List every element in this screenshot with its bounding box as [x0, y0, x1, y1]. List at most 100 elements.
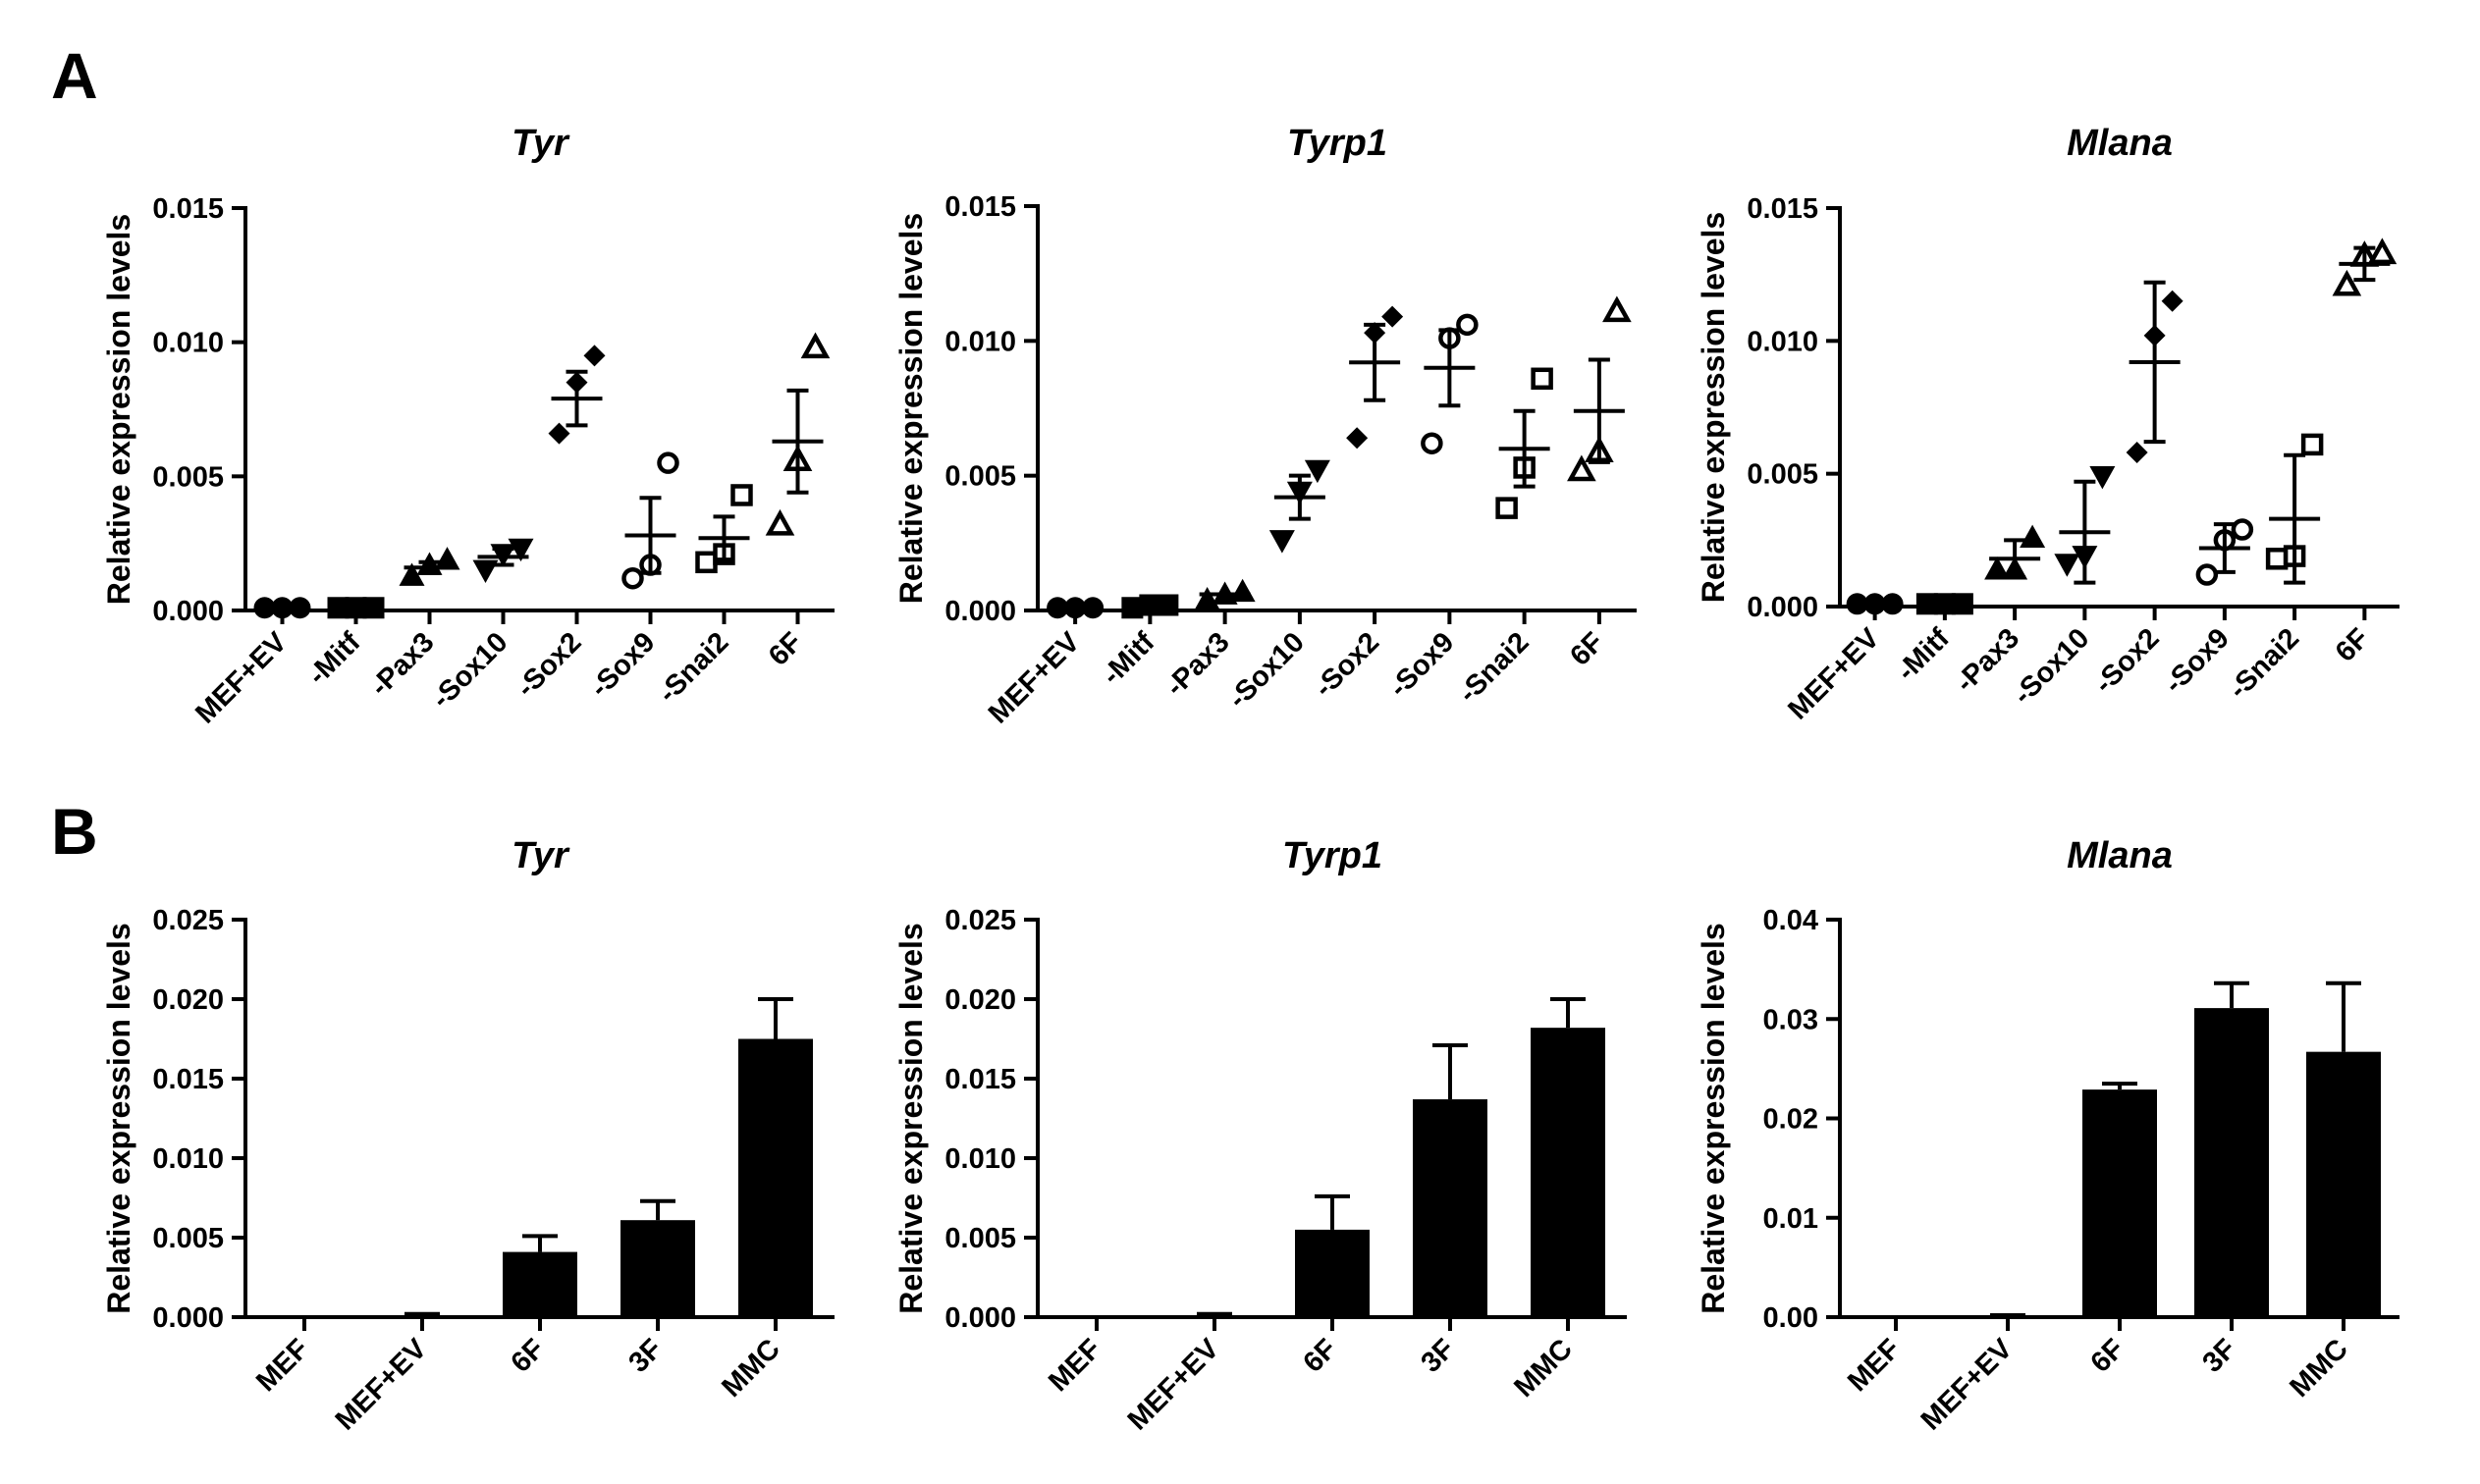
x-tick-label: 3F	[1415, 1333, 1461, 1379]
data-point	[1421, 432, 1443, 454]
x-tick-label: -Snai2	[2223, 622, 2305, 705]
x-tick-label: -Snai2	[652, 626, 734, 709]
data-point	[2300, 433, 2324, 456]
data-point	[2195, 563, 2219, 586]
data-point	[1567, 454, 1596, 482]
x-tick-label: -Mitf	[302, 626, 367, 691]
x-tick-label: -Sox2	[2088, 622, 2165, 699]
data-point	[1602, 295, 1632, 323]
x-tick-label: MEF	[1842, 1333, 1907, 1398]
y-tick-label: 0.015	[152, 193, 224, 225]
y-axis-label: Relative expression levels	[893, 923, 929, 1313]
y-tick-label: 0.04	[1763, 905, 1818, 936]
bar	[1295, 1229, 1370, 1317]
bar	[2194, 1008, 2269, 1317]
bar	[1059, 1315, 1134, 1317]
x-tick-label: 6F	[2084, 1333, 2130, 1379]
x-tick-label: -Sox10	[2007, 622, 2095, 711]
bar	[1413, 1099, 1487, 1317]
chart-b-tyr: Tyr Relative expression levels 0.000 0.005 0…	[101, 835, 835, 1437]
y-tick-label: 0.015	[1747, 193, 1818, 225]
y-tick-label: 0.010	[152, 1143, 224, 1175]
data-point	[1984, 556, 2011, 580]
y-tick-label: 0.010	[944, 326, 1016, 357]
y-tick-label: 0.010	[1747, 326, 1818, 357]
x-tick-label: 6F	[505, 1333, 551, 1379]
chart-title: Tyr	[512, 835, 570, 876]
bar	[385, 1315, 459, 1317]
chart-a-mlana: Mlana Relative expression levels 0.000 0.00…	[1696, 123, 2399, 726]
y-tick-label: 0.000	[944, 1302, 1016, 1334]
bar	[738, 1038, 813, 1317]
data-point	[508, 538, 534, 562]
y-tick-label: 0.015	[944, 1064, 1016, 1095]
bar	[267, 1315, 342, 1317]
data-point	[730, 484, 753, 506]
x-tick-label: MMC	[2284, 1333, 2354, 1404]
data-point	[2231, 518, 2254, 541]
y-tick-label: 0.005	[1747, 459, 1818, 491]
x-tick-label: -Sox10	[1222, 626, 1311, 715]
y-tick-label: 0.00	[1763, 1302, 1818, 1334]
data-point	[2332, 269, 2362, 296]
data-point	[2367, 238, 2398, 265]
x-tick-label: -Sox9	[1383, 626, 1460, 703]
data-point	[1304, 459, 1330, 484]
y-tick-label: 0.005	[944, 1223, 1016, 1254]
x-tick-label: MEF	[250, 1333, 315, 1398]
y-tick-label: 0.02	[1763, 1104, 1818, 1136]
x-tick-label: 3F	[2196, 1333, 2242, 1379]
chart-title: Tyr	[512, 123, 570, 164]
chart-a-tyr: Tyr Relative expression levels 0.000 0.005 0…	[101, 123, 835, 730]
x-tick-label: -Mitf	[1891, 622, 1956, 687]
data-point	[1456, 313, 1479, 337]
x-tick-label: 6F	[1297, 1333, 1343, 1379]
data-point	[621, 566, 644, 590]
data-point	[1495, 497, 1518, 519]
bar	[2082, 1089, 2157, 1317]
x-tick-label: 6F	[2330, 622, 2376, 668]
x-tick-label: MMC	[1508, 1333, 1579, 1404]
bar	[1859, 1315, 1933, 1317]
y-tick-label: 0.015	[944, 191, 1016, 223]
data-point	[2089, 465, 2116, 490]
data-point	[2161, 290, 2183, 312]
x-tick-label: MEF+EV	[1915, 1333, 2020, 1437]
data-point	[2020, 524, 2046, 549]
data-point	[695, 551, 718, 574]
y-tick-label: 0.025	[152, 905, 224, 936]
x-tick-label: -Sox9	[2158, 622, 2235, 699]
x-tick-label: -Mitf	[1096, 626, 1160, 691]
y-tick-label: 0.03	[1763, 1004, 1818, 1035]
chart-b-mlana: Mlana Relative expression levels 0.00 0.01 0…	[1696, 835, 2399, 1437]
x-tick-label: MEF+EV	[189, 626, 294, 730]
x-tick-label: MEF+EV	[1782, 622, 1886, 726]
data-point	[1346, 427, 1369, 450]
data-point	[2054, 554, 2080, 577]
chart-title: Tyrp1	[1282, 835, 1382, 876]
data-point	[548, 422, 570, 445]
y-tick-label: 0.000	[944, 596, 1016, 627]
x-tick-label: MEF+EV	[1122, 1333, 1226, 1437]
data-point	[399, 562, 425, 586]
x-tick-label: -Sox2	[1309, 626, 1385, 703]
bar	[1531, 1028, 1605, 1317]
x-tick-label: 3F	[622, 1333, 669, 1379]
y-tick-label: 0.005	[944, 461, 1016, 493]
data-point	[583, 344, 606, 367]
bar	[503, 1251, 577, 1317]
y-tick-label: 0.010	[152, 328, 224, 359]
y-tick-label: 0.000	[1747, 592, 1818, 623]
x-tick-label: 6F	[1564, 626, 1610, 672]
x-tick-label: 6F	[763, 626, 809, 672]
data-point	[472, 559, 499, 583]
x-tick-label: MMC	[716, 1333, 786, 1404]
panel-a-letter: A	[51, 39, 98, 112]
y-tick-label: 0.01	[1763, 1203, 1818, 1235]
bar	[620, 1220, 695, 1317]
y-tick-label: 0.015	[152, 1064, 224, 1095]
data-point	[765, 508, 795, 536]
data-point	[2265, 548, 2289, 570]
